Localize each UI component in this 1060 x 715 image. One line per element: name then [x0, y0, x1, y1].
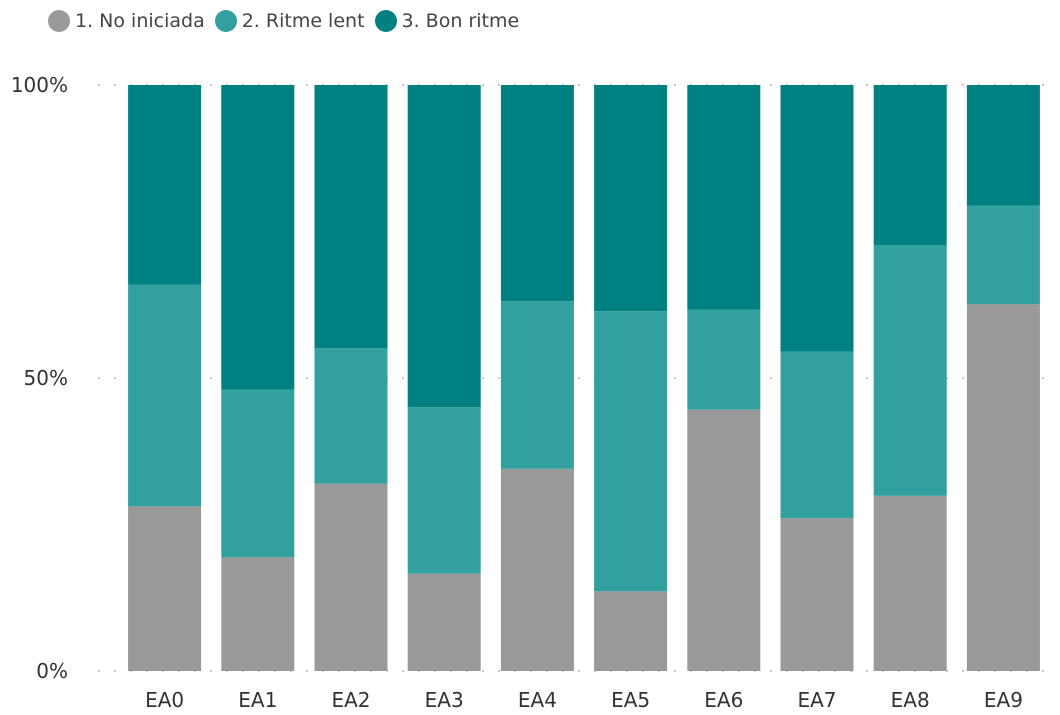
bar-segment[interactable]	[128, 506, 202, 671]
chart-legend: 1. No iniciada 2. Ritme lent 3. Bon ritme	[48, 6, 529, 36]
bar-segment[interactable]	[500, 301, 574, 469]
bar-segment[interactable]	[873, 244, 947, 496]
bar-segment[interactable]	[314, 348, 388, 484]
bar-segment[interactable]	[780, 85, 854, 352]
bar-segment[interactable]	[500, 85, 574, 302]
bar-segment[interactable]	[966, 205, 1040, 305]
legend-item[interactable]: 2. Ritme lent	[214, 10, 365, 32]
legend-marker-icon	[48, 10, 70, 32]
bar-segment[interactable]	[687, 309, 761, 410]
bar-segment[interactable]	[314, 483, 388, 671]
bar-segment[interactable]	[780, 518, 854, 671]
x-tick-label: EA7	[797, 688, 836, 712]
bar-segment[interactable]	[128, 85, 202, 285]
bar-segment[interactable]	[594, 591, 668, 671]
bar-segment[interactable]	[221, 389, 295, 558]
legend-item[interactable]: 3. Bon ritme	[374, 10, 520, 32]
x-tick-label: EA5	[611, 688, 650, 712]
bar-segment[interactable]	[873, 85, 947, 245]
bar-segment[interactable]	[500, 468, 574, 671]
legend-label: 2. Ritme lent	[241, 10, 365, 32]
bar-segment[interactable]	[128, 284, 202, 507]
legend-marker-icon	[214, 10, 237, 32]
x-tick-label: EA1	[238, 688, 277, 712]
legend-label: 1. No iniciada	[75, 10, 205, 32]
x-tick-label: EA8	[891, 688, 930, 712]
x-tick-label: EA3	[425, 688, 464, 712]
bar-segment[interactable]	[966, 85, 1040, 206]
bar-segment[interactable]	[687, 409, 761, 671]
x-tick-label: EA0	[145, 688, 184, 712]
bar-segment[interactable]	[594, 85, 668, 312]
bar-segment[interactable]	[966, 304, 1040, 671]
bar-segment[interactable]	[314, 85, 388, 349]
x-tick-label: EA2	[331, 688, 370, 712]
bar-segment[interactable]	[687, 85, 761, 310]
bar-segment[interactable]	[221, 557, 295, 671]
bar-segment[interactable]	[873, 495, 947, 671]
x-tick-label: EA6	[704, 688, 743, 712]
legend-marker-icon	[374, 10, 397, 32]
bar-segment[interactable]	[407, 85, 481, 408]
bar-segment[interactable]	[780, 351, 854, 519]
x-tick-label: EA4	[518, 688, 557, 712]
x-tick-label: EA9	[984, 688, 1023, 712]
legend-label: 3. Bon ritme	[401, 10, 520, 32]
y-tick-label: 50%	[24, 366, 68, 390]
y-tick-label: 100%	[11, 73, 68, 97]
bar-segment[interactable]	[407, 573, 481, 671]
y-tick-label: 0%	[36, 659, 68, 683]
bar-segment[interactable]	[221, 85, 295, 390]
bar-segment[interactable]	[407, 407, 481, 574]
bar-segment[interactable]	[594, 311, 668, 592]
legend-item[interactable]: 1. No iniciada	[48, 10, 205, 32]
